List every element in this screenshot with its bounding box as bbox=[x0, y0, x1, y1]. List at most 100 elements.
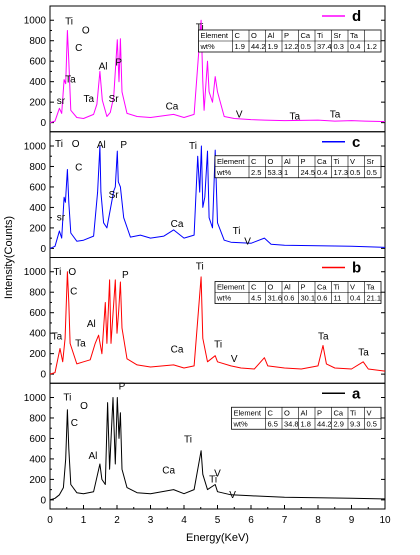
y-tick-label: 0 bbox=[40, 118, 46, 129]
y-tick-label: 600 bbox=[29, 57, 46, 68]
table-value-cell: 0.5 bbox=[350, 168, 360, 177]
peak-label: Ti bbox=[63, 393, 71, 404]
spectrum-line-a bbox=[49, 397, 386, 501]
table-header-cell: O bbox=[268, 283, 274, 292]
y-tick-label: 0 bbox=[40, 495, 46, 506]
peak-label: Ti bbox=[65, 16, 73, 27]
peak-label: O bbox=[80, 401, 88, 412]
table-value-cell: 21.1 bbox=[367, 294, 382, 303]
composition-table-c: Element C O Al P Ca Ti V Sr wt% 2.5 53.3 1 24.5 0.4 17.… bbox=[214, 155, 382, 179]
table-header-cell: P bbox=[284, 31, 289, 40]
peak-label: Ta bbox=[290, 112, 301, 123]
table-header-cell: P bbox=[317, 408, 322, 417]
table-value-cell: 17.3 bbox=[334, 168, 349, 177]
legend-label-d: d bbox=[352, 8, 361, 25]
table-value-cell: 30.1 bbox=[301, 294, 316, 303]
x-tick-label: 9 bbox=[349, 515, 355, 526]
table-header-cell: Ta bbox=[350, 31, 359, 40]
composition-table-a: Element C O Al P Ca Ti Vwt% 6.5 34.8 1.8 44.2 2.9 9.3… bbox=[231, 406, 382, 430]
y-tick-label: 600 bbox=[29, 182, 46, 193]
y-tick-label: 1000 bbox=[24, 141, 47, 152]
y-tick-label: 400 bbox=[29, 329, 46, 340]
x-tick-label: 1 bbox=[81, 515, 87, 526]
table-value-cell: 34.8 bbox=[284, 419, 299, 428]
spectrum-line-d bbox=[49, 19, 386, 124]
panel-frame bbox=[49, 257, 386, 384]
table-header-cell: Ti bbox=[317, 31, 323, 40]
table-value-cell: 2.5 bbox=[251, 168, 261, 177]
legend-label-c: c bbox=[352, 134, 360, 151]
peak-label: Ta bbox=[358, 348, 369, 359]
y-axis-title: Intensity(Counts) bbox=[3, 216, 15, 299]
peak-label: P bbox=[122, 270, 129, 281]
table-header-cell: Ta bbox=[367, 283, 376, 292]
table-header-cell: Ca bbox=[334, 408, 344, 417]
peak-label: Ca bbox=[171, 345, 184, 356]
y-tick-label: 0 bbox=[40, 244, 46, 255]
table-header-cell: Element bbox=[234, 408, 262, 417]
table-header-cell: C bbox=[235, 31, 241, 40]
table-value-cell: wt% bbox=[200, 42, 216, 51]
table-value-cell: 6.5 bbox=[268, 419, 278, 428]
table-value-cell: 0.4 bbox=[350, 294, 360, 303]
y-tick-label: 200 bbox=[29, 98, 46, 109]
x-tick-label: 3 bbox=[148, 515, 154, 526]
peak-label: C bbox=[75, 163, 82, 174]
table-value-cell: wt% bbox=[233, 419, 249, 428]
peak-label: Ti bbox=[53, 267, 61, 278]
table-value-cell: 0.4 bbox=[317, 168, 327, 177]
table-value-cell: 0.5 bbox=[367, 419, 377, 428]
table-header-cell: O bbox=[251, 31, 257, 40]
table-header-cell: Al bbox=[284, 157, 291, 166]
y-tick-label: 400 bbox=[29, 454, 46, 465]
table-header-cell: C bbox=[251, 157, 257, 166]
table-value-cell: 0.4 bbox=[350, 42, 360, 51]
peak-label: Sr bbox=[109, 94, 120, 105]
peak-label: Ti bbox=[209, 474, 217, 485]
peak-label: Ta bbox=[65, 75, 76, 86]
table-value-cell: wt% bbox=[216, 168, 232, 177]
peak-label: Ti bbox=[184, 435, 192, 446]
table-header-cell: V bbox=[350, 157, 355, 166]
x-tick-label: 2 bbox=[114, 515, 120, 526]
table-value-cell: 0.5 bbox=[367, 168, 377, 177]
peak-label: Ti bbox=[55, 139, 63, 150]
table-header-cell: Sr bbox=[334, 31, 342, 40]
table-value-cell: 2.9 bbox=[334, 419, 344, 428]
table-value-cell: 1 bbox=[284, 168, 288, 177]
x-tick-label: 8 bbox=[315, 515, 321, 526]
table-header-cell: Element bbox=[201, 31, 229, 40]
table-header-cell: V bbox=[367, 408, 372, 417]
peak-label: Al bbox=[99, 61, 108, 72]
table-value-cell: 0.3 bbox=[334, 42, 344, 51]
y-tick-label: 600 bbox=[29, 434, 46, 445]
table-header-cell: Element bbox=[217, 283, 245, 292]
x-tick-label: 7 bbox=[282, 515, 288, 526]
peak-label: sr bbox=[57, 96, 66, 107]
peak-label: V bbox=[229, 490, 236, 501]
peak-label: Ta bbox=[330, 110, 341, 121]
y-tick-label: 1000 bbox=[24, 267, 47, 278]
spectrum-line-c bbox=[49, 145, 386, 249]
peak-label: V bbox=[214, 468, 221, 479]
peak-label: V bbox=[244, 236, 251, 247]
peak-label: Ti bbox=[196, 22, 204, 33]
peak-label: Ta bbox=[75, 338, 86, 349]
table-value-cell: 31.6 bbox=[268, 294, 283, 303]
x-tick-label: 0 bbox=[47, 515, 53, 526]
y-tick-label: 800 bbox=[29, 288, 46, 299]
peak-label: C bbox=[75, 43, 82, 54]
peak-label: C bbox=[70, 286, 77, 297]
table-header-cell: Element bbox=[217, 157, 245, 166]
x-tick-label: 4 bbox=[181, 515, 187, 526]
peak-label: sr bbox=[57, 213, 66, 224]
